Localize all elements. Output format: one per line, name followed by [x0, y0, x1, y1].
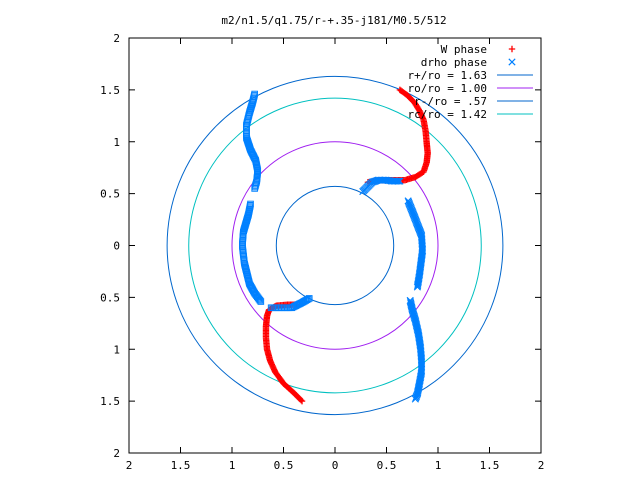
cross-marker [411, 395, 419, 403]
x-tick-label: 1 [229, 459, 236, 472]
y-tick-label: 0.5 [100, 291, 120, 304]
radius-circle-4 [188, 97, 482, 394]
series-cross [359, 176, 427, 403]
cross-marker [413, 283, 422, 291]
series-plus [262, 86, 431, 405]
radius-circle-1 [166, 75, 504, 416]
x-tick-label: 1 [435, 459, 442, 472]
y-tick-label: 2 [113, 447, 120, 460]
series-square [239, 90, 313, 312]
cross-marker [414, 280, 422, 288]
x-tick-label: 1.5 [480, 459, 500, 472]
cross-marker [414, 388, 422, 397]
x-tick-label: 1.5 [171, 459, 191, 472]
x-tick-label: 0.5 [274, 459, 294, 472]
y-tick-label: 0 [113, 240, 120, 253]
y-tick-label: 2 [113, 32, 120, 45]
plus-marker [508, 45, 516, 53]
legend-label: r+/ro = 1.63 [408, 69, 487, 82]
cross-marker [393, 177, 401, 185]
y-tick-label: 1 [113, 343, 120, 356]
cross-marker [508, 58, 516, 66]
x-tick-label: 2 [126, 459, 133, 472]
legend-label: r-/ro = .57 [414, 95, 487, 108]
x-tick-label: 0.5 [377, 459, 397, 472]
y-tick-label: 1.5 [100, 395, 120, 408]
legend-label: W phase [441, 43, 487, 56]
legend-label: drho phase [421, 56, 487, 69]
square-marker [251, 185, 258, 192]
legend-label: rc/ro = 1.42 [408, 108, 487, 121]
radius-circle-3 [275, 185, 395, 306]
cross-marker [414, 281, 422, 290]
axis-ticks: 2 1.5 1 0.5 0 0.5 1 1.5 221.510.500.511.52 [100, 32, 544, 472]
cross-marker [396, 177, 404, 185]
y-tick-label: 1.5 [100, 84, 120, 97]
legend-label: ro/ro = 1.00 [408, 82, 487, 95]
x-tick-label: 0 [332, 459, 339, 472]
square-marker [257, 298, 265, 305]
cross-marker [394, 177, 403, 185]
square-marker [305, 295, 313, 302]
chart-title: m2/n1.5/q1.75/r-+.35-j181/M0.5/512 [221, 14, 446, 27]
reference-circles [166, 75, 504, 416]
radius-circle-2 [231, 141, 439, 350]
y-tick-label: 0.5 [100, 188, 120, 201]
y-tick-label: 1 [113, 136, 120, 149]
x-tick-label: 2 [538, 459, 545, 472]
square-marker [256, 297, 264, 304]
data-markers [239, 86, 431, 405]
square-marker [304, 295, 312, 303]
